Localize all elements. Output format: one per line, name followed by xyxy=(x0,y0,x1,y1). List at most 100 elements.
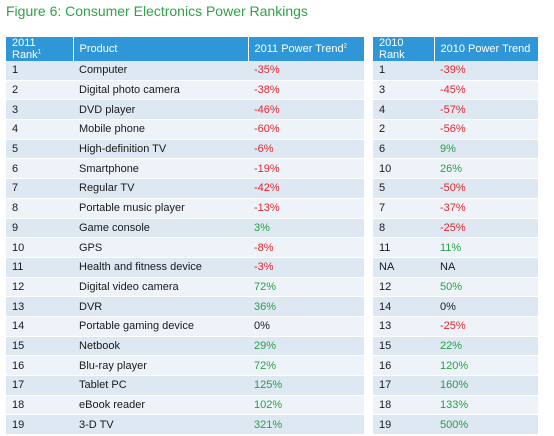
trend-cell: -42% xyxy=(248,178,364,199)
header-2011-rank-label: 2011 Rank xyxy=(12,37,38,61)
table-row: 7 -37% xyxy=(373,198,538,219)
product-cell: Computer xyxy=(73,61,248,81)
table-row: 16 120% xyxy=(373,355,538,376)
header-2011-trend: 2011 Power Trend2 xyxy=(248,37,364,61)
rank-cell: 12 xyxy=(6,277,73,298)
trend-cell: 11% xyxy=(434,237,538,258)
rank-cell: 10 xyxy=(373,158,434,180)
product-cell: Netbook xyxy=(73,336,248,357)
table-row: 8 -25% xyxy=(373,218,538,239)
trend-cell: -46% xyxy=(248,99,364,121)
table-row: 13 -25% xyxy=(373,316,538,337)
table-row: 11 Health and fitness device -3% xyxy=(6,257,364,278)
table-row: 19 3-D TV 321% xyxy=(6,414,364,435)
trend-cell: -13% xyxy=(248,198,364,219)
rank-cell: 18 xyxy=(6,395,73,416)
table-header-row: 2011 Rank1 Product 2011 Power Trend2 xyxy=(6,37,364,61)
trend-cell: -56% xyxy=(434,119,538,140)
trend-cell: 125% xyxy=(248,375,364,396)
trend-cell: 72% xyxy=(248,277,364,298)
rank-cell: 3 xyxy=(373,80,434,101)
rank-cell: 2 xyxy=(373,119,434,140)
rank-cell: 1 xyxy=(6,61,73,81)
trend-cell: 160% xyxy=(434,375,538,396)
product-cell: Game console xyxy=(73,218,248,239)
rank-cell: 13 xyxy=(6,296,73,317)
product-cell: 3-D TV xyxy=(73,414,248,435)
rank-cell: 9 xyxy=(6,218,73,239)
table-row: 15 Netbook 29% xyxy=(6,336,364,357)
trend-cell: -35% xyxy=(248,61,364,81)
footnote-marker: 2 xyxy=(343,43,347,50)
trend-cell: -6% xyxy=(248,139,364,160)
rank-cell: 3 xyxy=(6,99,73,121)
table-row: 15 22% xyxy=(373,336,538,357)
trend-cell: NA xyxy=(434,257,538,278)
trend-cell: 22% xyxy=(434,336,538,357)
rankings-2010-table: 2010 Rank 2010 Power Trend 1 -39% 3 -45% 4 -5… xyxy=(373,37,538,435)
trend-cell: 3% xyxy=(248,218,364,239)
rank-cell: 15 xyxy=(6,336,73,357)
rank-cell: 2 xyxy=(6,80,73,101)
table-row: 14 0% xyxy=(373,296,538,317)
trend-cell: -57% xyxy=(434,99,538,121)
trend-cell: 133% xyxy=(434,395,538,416)
header-2011-trend-label: 2011 Power Trend xyxy=(254,43,344,55)
rank-cell: 15 xyxy=(373,336,434,357)
product-cell: DVR xyxy=(73,296,248,317)
table-row: 18 133% xyxy=(373,395,538,416)
table-row: 8 Portable music player -13% xyxy=(6,198,364,219)
rank-cell: 8 xyxy=(373,218,434,239)
rank-cell: 8 xyxy=(6,198,73,219)
table-row: 13 DVR 36% xyxy=(6,296,364,317)
product-cell: Tablet PC xyxy=(73,375,248,396)
rank-cell: 19 xyxy=(6,414,73,435)
trend-cell: 321% xyxy=(248,414,364,435)
trend-cell: 29% xyxy=(248,336,364,357)
trend-cell: -50% xyxy=(434,178,538,199)
trend-cell: -25% xyxy=(434,218,538,239)
table-row: 18 eBook reader 102% xyxy=(6,395,364,416)
rank-cell: 4 xyxy=(373,99,434,121)
rank-cell: 18 xyxy=(373,395,434,416)
trend-cell: -38% xyxy=(248,80,364,101)
table-row: 7 Regular TV -42% xyxy=(6,178,364,199)
table-row: 1 -39% xyxy=(373,61,538,81)
product-cell: Digital video camera xyxy=(73,277,248,298)
product-cell: Regular TV xyxy=(73,178,248,199)
product-cell: Health and fitness device xyxy=(73,257,248,278)
product-cell: Smartphone xyxy=(73,158,248,180)
rank-cell: 5 xyxy=(6,139,73,160)
trend-cell: 26% xyxy=(434,158,538,180)
header-product: Product xyxy=(73,37,249,61)
table-row: 6 9% xyxy=(373,139,538,160)
rank-cell: 6 xyxy=(6,158,73,180)
table-row: 4 -57% xyxy=(373,99,538,121)
table-row: 10 GPS -8% xyxy=(6,237,364,258)
product-cell: Blu-ray player xyxy=(73,355,248,376)
figure-title: Figure 6: Consumer Electronics Power Ran… xyxy=(6,3,308,19)
table-row: 11 11% xyxy=(373,237,538,258)
rank-cell: 17 xyxy=(6,375,73,396)
trend-cell: -60% xyxy=(248,119,364,140)
rank-cell: 19 xyxy=(373,414,434,435)
product-cell: Portable music player xyxy=(73,198,248,219)
table-row: 12 Digital video camera 72% xyxy=(6,277,364,298)
rank-cell: 13 xyxy=(373,316,434,337)
table-row: 2 Digital photo camera -38% xyxy=(6,80,364,101)
trend-cell: -39% xyxy=(434,61,538,81)
table-row: 3 DVD player -46% xyxy=(6,99,364,121)
table-row: 19 500% xyxy=(373,414,538,435)
trend-cell: 500% xyxy=(434,414,538,435)
rank-cell: 7 xyxy=(6,178,73,199)
table-row: 9 Game console 3% xyxy=(6,218,364,239)
rank-cell: 11 xyxy=(373,237,434,258)
table-row: NA NA xyxy=(373,257,538,278)
rank-cell: 5 xyxy=(373,178,434,199)
header-2010-trend: 2010 Power Trend xyxy=(434,37,538,61)
product-cell: Mobile phone xyxy=(73,119,248,140)
table-header-row: 2010 Rank 2010 Power Trend xyxy=(373,37,538,61)
product-cell: GPS xyxy=(73,237,248,258)
trend-cell: -37% xyxy=(434,198,538,219)
rank-cell: 12 xyxy=(373,277,434,298)
